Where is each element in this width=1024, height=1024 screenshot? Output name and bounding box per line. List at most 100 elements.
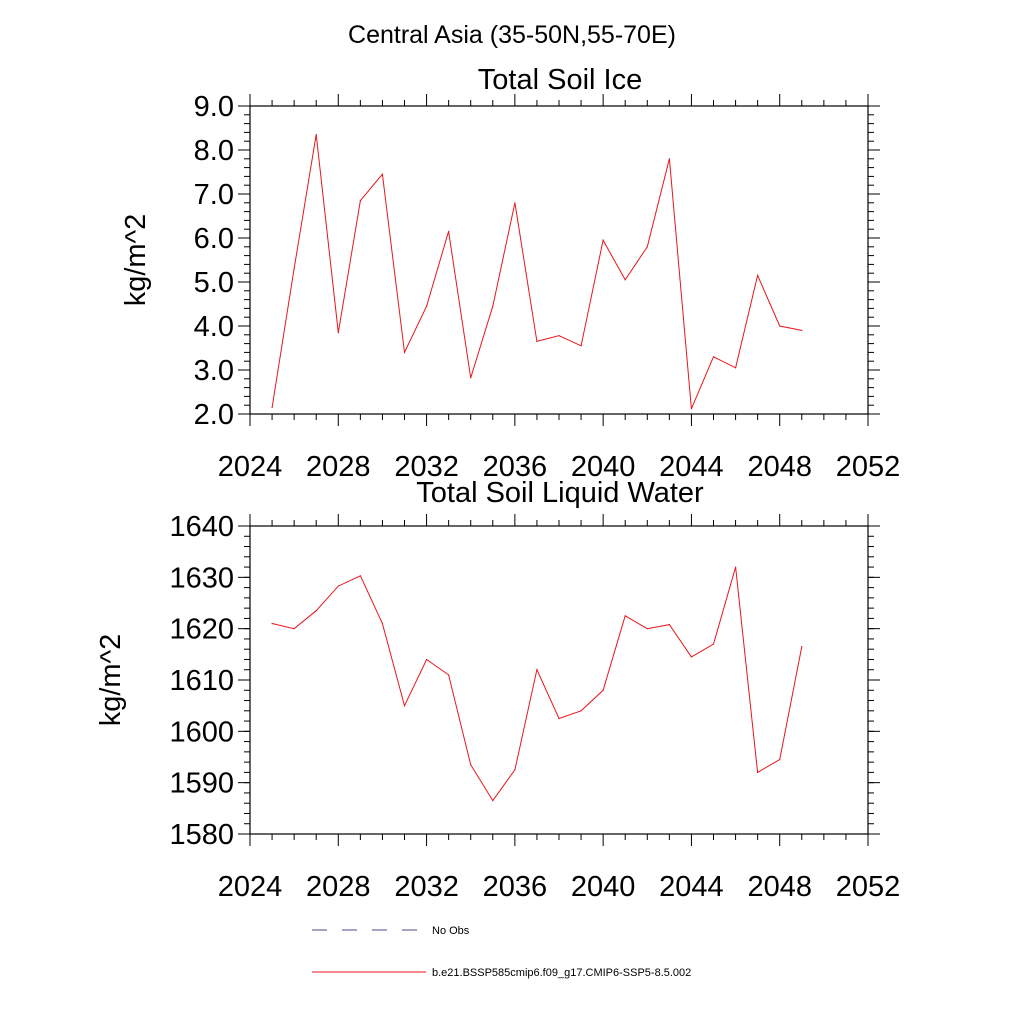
series-line-model (271, 566, 803, 802)
y-tick-label: 1590 (169, 768, 234, 800)
data-point (668, 158, 670, 160)
legend-label-no-obs: No Obs (432, 925, 470, 937)
data-point (779, 758, 781, 761)
x-tick-label: 2052 (836, 451, 901, 483)
x-tick-label: 2024 (218, 451, 283, 483)
data-point (690, 656, 693, 658)
data-point (293, 268, 295, 270)
data-point (470, 377, 472, 379)
data-point (514, 202, 516, 204)
y-tick-label: 5.0 (194, 267, 234, 299)
x-tick-label: 2032 (394, 451, 459, 483)
data-point (757, 274, 759, 276)
series-layer (271, 134, 803, 410)
data-point (734, 367, 737, 369)
data-point (271, 406, 273, 408)
data-point (646, 628, 648, 630)
y-tick-label: 1630 (169, 562, 234, 594)
data-point (271, 622, 273, 625)
data-point (315, 610, 317, 612)
figure-title: Central Asia (35-50N,55-70E) (348, 21, 676, 49)
axis-ticks (238, 514, 880, 846)
x-tick-label: 2036 (483, 871, 548, 903)
data-point (337, 332, 339, 334)
x-tick-label: 2044 (659, 871, 724, 903)
y-tick-label: 9.0 (194, 91, 234, 123)
data-point (425, 658, 428, 661)
x-tick-labels: 2024 2028 2032 2036 2040 2044 2048 2052 (218, 871, 901, 903)
x-tick-label: 2044 (659, 451, 724, 483)
series-line-model (271, 134, 802, 409)
data-point (801, 646, 803, 648)
data-point (492, 305, 494, 307)
data-point (315, 134, 317, 136)
data-point (668, 623, 670, 626)
data-point (337, 585, 339, 587)
y-tick-labels: 1580 1590 1600 1610 1620 1630 1640 (169, 511, 234, 851)
y-tick-label: 1640 (169, 511, 234, 543)
y-tick-label: 3.0 (194, 355, 234, 387)
data-point (359, 200, 361, 202)
axis-ticks (238, 94, 880, 426)
plot-frame (249, 525, 869, 835)
data-point (536, 340, 538, 342)
y-tick-label: 8.0 (194, 135, 234, 167)
data-point (690, 408, 693, 410)
data-point (624, 279, 626, 281)
data-point (801, 329, 803, 331)
data-point (646, 246, 648, 248)
x-tick-label: 2052 (836, 871, 901, 903)
x-tick-label: 2024 (218, 871, 283, 903)
x-tick-label: 2032 (394, 871, 459, 903)
y-tick-label: 7.0 (194, 179, 234, 211)
data-point (712, 643, 715, 645)
data-point (403, 351, 406, 353)
data-point (381, 173, 384, 175)
data-point (602, 239, 604, 241)
data-point (712, 356, 715, 358)
data-point (536, 669, 538, 671)
data-point (757, 771, 759, 774)
y-axis-label: kg/m^2 (120, 214, 152, 307)
x-tick-label: 2048 (747, 871, 812, 903)
data-point (470, 764, 472, 766)
y-tick-label: 1600 (169, 716, 234, 748)
chart-soil-liquid-water: Total Soil Liquid Water kg/m^2 158015901… (95, 477, 900, 903)
data-point (734, 566, 737, 568)
data-point (580, 710, 582, 712)
legend-label-model: b.e21.BSSP585cmip6.f09_g17.CMIP6-SSP5-8.… (432, 967, 691, 979)
data-point (624, 615, 626, 617)
y-tick-label: 1580 (169, 819, 234, 851)
series-layer (271, 566, 803, 802)
x-tick-label: 2028 (306, 451, 371, 483)
data-point (403, 705, 406, 707)
data-point (558, 335, 560, 337)
data-point (492, 800, 494, 802)
data-point (602, 689, 604, 691)
y-tick-label: 2.0 (194, 399, 234, 431)
data-point (448, 230, 450, 232)
x-tick-label: 2040 (571, 451, 636, 483)
data-point (558, 717, 560, 720)
x-tick-labels: 2024 2028 2032 2036 2040 2044 2048 2052 (218, 451, 901, 483)
data-point (580, 345, 582, 347)
legend: No Obs b.e21.BSSP585cmip6.f09_g17.CMIP6-… (312, 925, 691, 979)
chart-soil-ice: Total Soil Ice kg/m^2 2.0 3.0 4.0 5.0 6.0 7.0… (120, 64, 900, 483)
x-tick-label: 2040 (571, 871, 636, 903)
data-point (448, 674, 450, 676)
chart-title: Total Soil Liquid Water (416, 477, 704, 509)
data-point (514, 769, 516, 771)
data-point (359, 575, 361, 577)
chart-title: Total Soil Ice (478, 64, 642, 96)
data-point (293, 628, 295, 630)
y-tick-labels: 2.0 3.0 4.0 5.0 6.0 7.0 8.0 9.0 (194, 91, 234, 431)
y-tick-label: 1610 (169, 665, 234, 697)
y-tick-label: 6.0 (194, 223, 234, 255)
x-tick-label: 2028 (306, 871, 371, 903)
plot-frame (249, 105, 869, 415)
y-tick-label: 1620 (169, 614, 234, 646)
data-point (779, 325, 781, 327)
data-point (381, 622, 384, 625)
x-tick-label: 2048 (747, 451, 812, 483)
